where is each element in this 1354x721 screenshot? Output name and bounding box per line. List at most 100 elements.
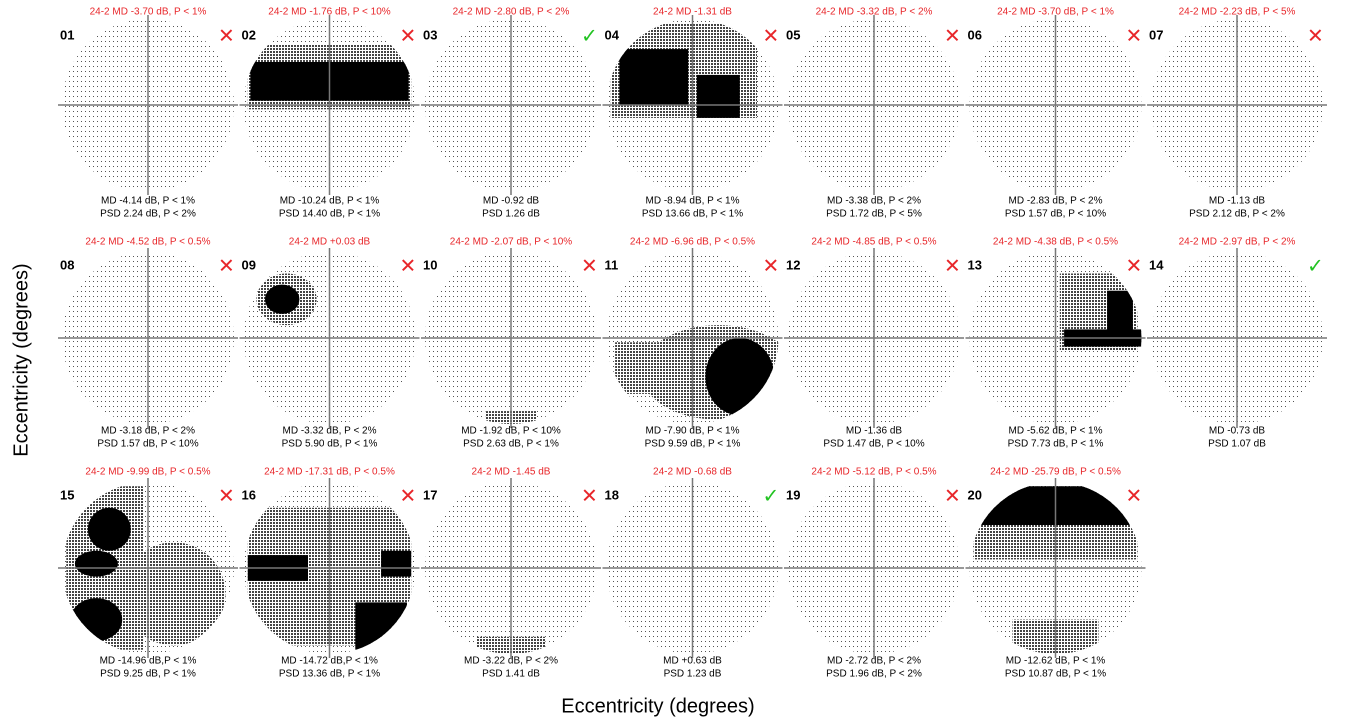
panel-number: 15: [60, 487, 74, 502]
visual-field-panel: 24-2 MD -2.80 dB, P < 2%03✓MD -0.92 dBPS…: [421, 7, 601, 220]
md-stat: MD -5.62 dB, P < 1%: [1008, 426, 1102, 437]
panel-title: 24-2 MD -6.96 dB, P < 0.5%: [630, 237, 755, 248]
psd-stat: PSD 13.36 dB, P < 1%: [279, 669, 380, 680]
panel-number: 01: [60, 27, 74, 42]
md-stat: MD -7.90 dB, P < 1%: [645, 426, 739, 437]
panel-number: 19: [786, 487, 800, 502]
figure: Eccentricity (degrees) Eccentricity (deg…: [0, 0, 1354, 721]
status-icon: ✕: [400, 24, 417, 48]
md-stat: MD -8.94 dB, P < 1%: [645, 196, 739, 207]
status-icon: ✕: [400, 484, 417, 508]
status-icon: ✓: [581, 24, 598, 48]
md-stat: MD -12.62 dB, P < 1%: [1006, 656, 1106, 667]
psd-stat: PSD 1.96 dB, P < 2%: [826, 669, 922, 680]
md-stat: MD -14.96 dB,P < 1%: [100, 656, 197, 667]
psd-stat: PSD 1.07 dB: [1208, 439, 1266, 450]
panel-number: 05: [786, 27, 800, 42]
md-stat: MD -4.14 dB, P < 1%: [101, 196, 195, 207]
panel-title: 24-2 MD -3.70 dB, P < 1%: [90, 7, 207, 18]
psd-stat: PSD 2.12 dB, P < 2%: [1189, 209, 1285, 220]
panel-number: 06: [968, 27, 982, 42]
psd-stat: PSD 9.59 dB, P < 1%: [645, 439, 741, 450]
panel-number: 13: [968, 257, 982, 272]
psd-stat: PSD 9.25 dB, P < 1%: [100, 669, 196, 680]
status-icon: ✕: [581, 484, 598, 508]
visual-field-panel: 24-2 MD -1.76 dB, P < 10% 02 ✕ MD -10.24 dB…: [240, 7, 420, 220]
status-icon: ✕: [218, 484, 235, 508]
visual-field-panel: 24-2 MD -9.99 dB, P < 0.5% 15 ✕ MD -14.96 d…: [58, 467, 238, 680]
panel-number: 20: [968, 487, 982, 502]
psd-stat: PSD 7.73 dB, P < 1%: [1008, 439, 1104, 450]
panel-title: 24-2 MD -4.38 dB, P < 0.5%: [993, 237, 1118, 248]
status-icon: ✕: [218, 24, 235, 48]
status-icon: ✕: [1126, 24, 1143, 48]
status-icon: ✕: [763, 24, 780, 48]
panel-title: 24-2 MD -1.45 dB: [472, 467, 551, 478]
status-icon: ✕: [944, 254, 961, 278]
md-stat: MD -1.13 dB: [1209, 196, 1265, 207]
panel-number: 04: [605, 27, 620, 42]
panel-title: 24-2 MD -0.68 dB: [653, 467, 732, 478]
md-stat: MD -2.83 dB, P < 2%: [1008, 196, 1102, 207]
psd-stat: PSD 2.63 dB, P < 1%: [463, 439, 559, 450]
psd-stat: PSD 1.57 dB, P < 10%: [1005, 209, 1106, 220]
md-stat: MD -3.38 dB, P < 2%: [827, 196, 921, 207]
md-stat: MD -2.72 dB, P < 2%: [827, 656, 921, 667]
panel-title: 24-2 MD -17.31 dB, P < 0.5%: [264, 467, 395, 478]
md-stat: MD -0.73 dB: [1209, 426, 1265, 437]
panel-title: 24-2 MD -2.23 dB, P < 5%: [1179, 7, 1296, 18]
status-icon: ✕: [218, 254, 235, 278]
psd-stat: PSD 1.41 dB: [482, 669, 540, 680]
md-stat: MD -10.24 dB, P < 1%: [280, 196, 380, 207]
visual-field-panel: 24-2 MD -4.52 dB, P < 0.5%08✕MD -3.18 dB…: [58, 237, 238, 450]
md-stat: MD -1.36 dB: [846, 426, 902, 437]
md-stat: MD -14.72 dB,P < 1%: [281, 656, 378, 667]
visual-field-panel: 24-2 MD -2.07 dB, P < 10%10✕MD -1.92 dB,…: [421, 237, 601, 450]
visual-field-panel: 24-2 MD -3.70 dB, P < 1%06✕MD -2.83 dB, …: [966, 7, 1146, 220]
panel-title: 24-2 MD -1.76 dB, P < 10%: [268, 7, 390, 18]
visual-field-panel: 24-2 MD -2.97 dB, P < 2% 14 ✓ MD -0.73 dB PS…: [1147, 237, 1327, 450]
psd-stat: PSD 1.72 dB, P < 5%: [826, 209, 922, 220]
panel-number: 10: [423, 257, 437, 272]
visual-field-panel: 24-2 MD -4.85 dB, P < 0.5% 12 ✕ MD -1.36 dB…: [784, 237, 964, 450]
psd-stat: PSD 1.57 dB, P < 10%: [97, 439, 198, 450]
panel-title: 24-2 MD -3.32 dB, P < 2%: [816, 7, 933, 18]
panel-number: 16: [242, 487, 256, 502]
panel-title: 24-2 MD -9.99 dB, P < 0.5%: [85, 467, 210, 478]
panel-number: 18: [605, 487, 619, 502]
panel-title: 24-2 MD -25.79 dB, P < 0.5%: [990, 467, 1121, 478]
visual-field-panel: 24-2 MD -3.32 dB, P < 2% 05 ✕ MD -3.38 dB, …: [784, 7, 964, 220]
visual-field-panel: 24-2 MD -17.31 dB, P < 0.5% 16 ✕ MD -14.72 …: [240, 467, 420, 680]
status-icon: ✕: [944, 24, 961, 48]
status-icon: ✕: [1126, 484, 1143, 508]
status-icon: ✕: [763, 254, 780, 278]
visual-field-panel: 24-2 MD -5.12 dB, P < 0.5%19✕MD -2.72 dB…: [784, 467, 964, 680]
visual-field-panel: 24-2 MD -4.38 dB, P < 0.5% 13 ✕ MD -5.62 dB…: [966, 237, 1146, 450]
psd-stat: PSD 1.26 dB: [482, 209, 540, 220]
panel-title: 24-2 MD -4.52 dB, P < 0.5%: [85, 237, 210, 248]
psd-stat: PSD 1.47 dB, P < 10%: [823, 439, 924, 450]
psd-stat: PSD 5.90 dB, P < 1%: [282, 439, 378, 450]
panel-number: 09: [242, 257, 256, 272]
panel-number: 02: [242, 27, 256, 42]
panel-number: 11: [605, 257, 619, 272]
panel-number: 12: [786, 257, 800, 272]
visual-field-panel: 24-2 MD -2.23 dB, P < 5%07✕MD -1.13 dBPS…: [1147, 7, 1327, 220]
panel-number: 03: [423, 27, 437, 42]
status-icon: ✓: [1307, 254, 1324, 278]
panel-title: 24-2 MD -2.97 dB, P < 2%: [1179, 237, 1296, 248]
panel-number: 07: [1149, 27, 1163, 42]
md-stat: MD -3.22 dB, P < 2%: [464, 656, 558, 667]
panel-title: 24-2 MD -2.07 dB, P < 10%: [450, 237, 572, 248]
status-icon: ✕: [1126, 254, 1143, 278]
panel-title: 24-2 MD -4.85 dB, P < 0.5%: [811, 237, 936, 248]
psd-stat: PSD 14.40 dB, P < 1%: [279, 209, 380, 220]
panel-title: 24-2 MD -2.80 dB, P < 2%: [453, 7, 570, 18]
panel-number: 14: [1149, 257, 1164, 272]
status-icon: ✕: [944, 484, 961, 508]
md-stat: MD +0.63 dB: [663, 656, 722, 667]
